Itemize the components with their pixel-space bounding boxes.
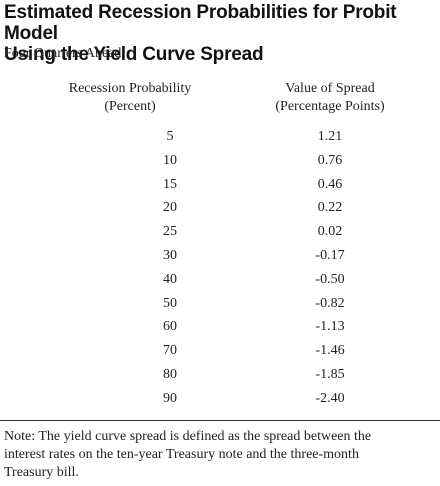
table-row: 15 0.46 xyxy=(0,175,440,199)
footnote-line-1: Note: The yield curve spread is defined … xyxy=(4,429,372,444)
probability-cell: 60 xyxy=(163,319,177,335)
table-row: 60 -1.13 xyxy=(0,317,440,341)
spread-cell: -1.85 xyxy=(315,366,345,382)
title-line-1: Estimated Recession Probabilities for Pr… xyxy=(4,2,397,44)
footnote: Note: The yield curve spread is defined … xyxy=(4,428,438,482)
spread-cell: 0.02 xyxy=(317,224,343,240)
spread-cell: 0.22 xyxy=(317,200,343,216)
table-row: 25 0.02 xyxy=(0,222,440,246)
probability-cell: 40 xyxy=(163,271,177,287)
table-row: 20 0.22 xyxy=(0,198,440,222)
probability-cell: 50 xyxy=(163,295,177,311)
probability-cell: 25 xyxy=(163,224,177,240)
spread-cell: 0.46 xyxy=(317,176,343,192)
header-probability-line-2: (Percent) xyxy=(104,99,156,114)
spread-cell: -1.13 xyxy=(315,319,345,335)
table-row: 80 -1.85 xyxy=(0,365,440,389)
header-value-of-spread: Value of Spread (Percentage Points) xyxy=(240,80,420,116)
spread-cell: -0.17 xyxy=(315,247,345,263)
spread-cell: -1.46 xyxy=(315,343,345,359)
table-divider xyxy=(0,420,440,421)
table-row: 30 -0.17 xyxy=(0,246,440,270)
page-subtitle: Four Quarters Ahead xyxy=(4,46,122,61)
table-row: 90 -2.40 xyxy=(0,389,440,413)
header-recession-probability: Recession Probability (Percent) xyxy=(40,80,220,116)
spread-cell: 1.21 xyxy=(317,129,343,144)
title-line-2: Using the Yield Curve Spread xyxy=(4,44,264,65)
spread-cell: 0.76 xyxy=(317,152,343,168)
probability-cell: 90 xyxy=(163,390,177,406)
table-row: 40 -0.50 xyxy=(0,270,440,294)
footnote-line-3: Treasury bill. xyxy=(4,465,79,480)
header-spread-line-1: Value of Spread xyxy=(285,81,375,96)
spread-cell: -0.82 xyxy=(315,295,345,311)
table-row: 10 0.76 xyxy=(0,151,440,175)
table-row: 70 -1.46 xyxy=(0,341,440,365)
table-row: 50 -0.82 xyxy=(0,294,440,318)
probability-cell: 15 xyxy=(163,176,177,192)
table-row: 5 1.21 xyxy=(0,127,440,151)
spread-cell: -2.40 xyxy=(315,390,345,406)
header-probability-line-1: Recession Probability xyxy=(68,81,192,96)
footnote-line-2: interest rates on the ten-year Treasury … xyxy=(4,447,359,462)
probability-cell: 10 xyxy=(163,152,177,168)
probability-cell: 70 xyxy=(163,343,177,359)
header-spread-line-2: (Percentage Points) xyxy=(275,99,385,114)
probability-cell: 5 xyxy=(166,129,174,144)
spread-cell: -0.50 xyxy=(315,271,345,287)
probability-cell: 80 xyxy=(163,366,177,382)
probability-cell: 30 xyxy=(163,247,177,263)
page-title: Estimated Recession Probabilities for Pr… xyxy=(4,2,436,65)
probability-table-body: 5 1.21 10 0.76 15 0.46 20 0.22 25 0.02 3… xyxy=(0,127,440,413)
probability-cell: 20 xyxy=(163,200,177,216)
